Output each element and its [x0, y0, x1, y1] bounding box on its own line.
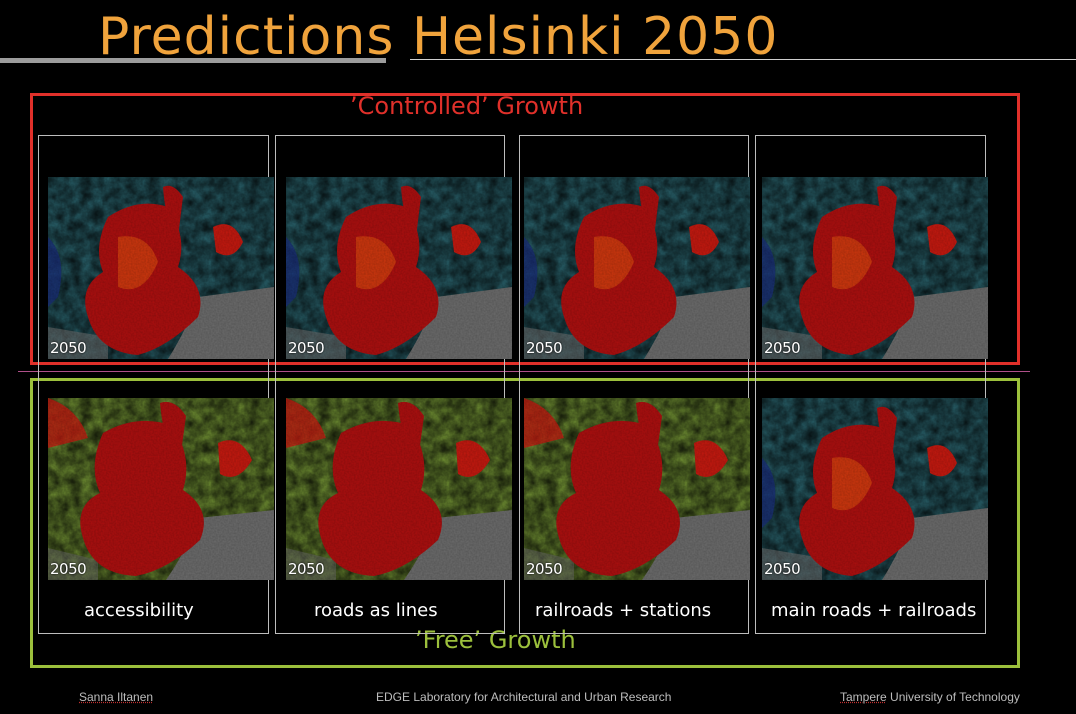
map-controlled-roads-as-lines: 2050: [286, 177, 512, 359]
heatmap-image: [48, 398, 274, 580]
heatmap-image: [524, 398, 750, 580]
column-frame-main-roads-railroads: [755, 135, 986, 634]
map-free-railroads-stations: 2050: [524, 398, 750, 580]
heatmap-image: [762, 177, 988, 359]
footer-lab: EDGE Laboratory for Architectural and Ur…: [376, 690, 672, 704]
map-year-label: 2050: [288, 560, 325, 578]
controlled-growth-label: ’Controlled’ Growth: [350, 92, 584, 120]
heatmap-image: [286, 177, 512, 359]
column-label-roads-as-lines: roads as lines: [314, 600, 438, 621]
column-frame-accessibility: [38, 135, 269, 634]
footer-university-first: Tampere: [840, 690, 887, 704]
column-frame-railroads-stations: [519, 135, 749, 634]
map-free-roads-as-lines: 2050: [286, 398, 512, 580]
map-free-main-roads-railroads: 2050: [762, 398, 988, 580]
column-label-railroads-stations: railroads + stations: [535, 600, 712, 621]
column-frame-roads-as-lines: [275, 135, 505, 634]
slide-title: Predictions Helsinki 2050: [98, 7, 779, 67]
footer-university-rest: University of Technology: [886, 690, 1020, 704]
map-controlled-main-roads-railroads: 2050: [762, 177, 988, 359]
map-year-label: 2050: [288, 339, 325, 357]
title-underline: [0, 58, 386, 63]
map-controlled-accessibility: 2050: [48, 177, 274, 359]
title-rule: [410, 59, 1076, 60]
map-year-label: 2050: [50, 560, 87, 578]
footer-author: Sanna Iltanen: [79, 690, 154, 704]
map-year-label: 2050: [526, 339, 563, 357]
map-controlled-railroads-stations: 2050: [524, 177, 750, 359]
map-year-label: 2050: [764, 339, 801, 357]
map-year-label: 2050: [764, 560, 801, 578]
heatmap-image: [48, 177, 274, 359]
map-year-label: 2050: [50, 339, 87, 357]
map-year-label: 2050: [526, 560, 563, 578]
heatmap-image: [524, 177, 750, 359]
map-free-accessibility: 2050: [48, 398, 274, 580]
heatmap-image: [762, 398, 988, 580]
column-label-main-roads-railroads: main roads + railroads: [771, 600, 977, 621]
controlled-growth-frame: [30, 93, 1020, 365]
column-label-accessibility: accessibility: [84, 600, 194, 621]
free-growth-label: ’Free’ Growth: [415, 626, 576, 654]
divider-line: [18, 371, 1030, 372]
free-growth-frame: [30, 378, 1020, 668]
heatmap-image: [286, 398, 512, 580]
footer-university: Tampere University of Technology: [840, 690, 1020, 704]
